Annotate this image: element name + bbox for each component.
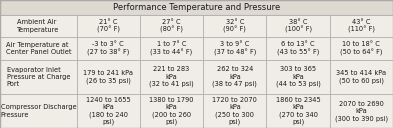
Bar xyxy=(77,15,140,37)
Bar xyxy=(0,37,77,60)
Bar xyxy=(266,94,330,128)
Bar xyxy=(203,94,266,128)
Bar xyxy=(330,37,393,60)
Text: 1240 to 1655
kPa
(180 to 240
psi): 1240 to 1655 kPa (180 to 240 psi) xyxy=(86,97,130,125)
Text: Performance Temperature and Pressure: Performance Temperature and Pressure xyxy=(113,3,280,12)
Text: 3 to 9° C
(37 to 48° F): 3 to 9° C (37 to 48° F) xyxy=(214,41,256,56)
Bar xyxy=(140,37,203,60)
Text: 221 to 283
kPa
(32 to 41 psi): 221 to 283 kPa (32 to 41 psi) xyxy=(149,66,194,87)
Bar xyxy=(0,94,77,128)
Bar xyxy=(266,60,330,94)
Bar xyxy=(203,37,266,60)
Text: 303 to 365
kPa
(44 to 53 psi): 303 to 365 kPa (44 to 53 psi) xyxy=(275,66,321,87)
Bar xyxy=(0,15,77,37)
Bar xyxy=(77,37,140,60)
Text: -3 to 3° C
(27 to 38° F): -3 to 3° C (27 to 38° F) xyxy=(87,41,129,56)
Text: 27° C
(80° F): 27° C (80° F) xyxy=(160,19,183,33)
Text: Air Temperature at
Center Panel Outlet: Air Temperature at Center Panel Outlet xyxy=(6,42,71,55)
Bar xyxy=(140,15,203,37)
Bar xyxy=(266,15,330,37)
Bar xyxy=(0,0,393,15)
Text: 1 to 7° C
(33 to 44° F): 1 to 7° C (33 to 44° F) xyxy=(151,41,193,56)
Bar xyxy=(266,37,330,60)
Text: 10 to 18° C
(50 to 64° F): 10 to 18° C (50 to 64° F) xyxy=(340,41,383,56)
Text: 1720 to 2070
kPa
(250 to 300
psi): 1720 to 2070 kPa (250 to 300 psi) xyxy=(212,97,257,125)
Bar xyxy=(330,15,393,37)
Bar xyxy=(140,94,203,128)
Text: 43° C
(110° F): 43° C (110° F) xyxy=(348,19,375,33)
Text: Ambient Air
Temperature: Ambient Air Temperature xyxy=(17,19,59,33)
Text: 21° C
(70° F): 21° C (70° F) xyxy=(97,19,120,33)
Text: 1860 to 2345
kPa
(270 to 340
psi): 1860 to 2345 kPa (270 to 340 psi) xyxy=(276,97,320,125)
Text: Compressor Discharge
Pressure: Compressor Discharge Pressure xyxy=(0,104,76,118)
Bar xyxy=(77,94,140,128)
Text: 2070 to 2690
kPa
(300 to 390 psi): 2070 to 2690 kPa (300 to 390 psi) xyxy=(335,100,388,122)
Text: 179 to 241 kPa
(26 to 35 psi): 179 to 241 kPa (26 to 35 psi) xyxy=(83,70,133,84)
Bar xyxy=(203,15,266,37)
Text: 1380 to 1790
kPa
(200 to 260
psi): 1380 to 1790 kPa (200 to 260 psi) xyxy=(149,97,194,125)
Bar xyxy=(330,94,393,128)
Bar xyxy=(330,60,393,94)
Text: 262 to 324
kPa
(38 to 47 psi): 262 to 324 kPa (38 to 47 psi) xyxy=(212,66,257,87)
Text: 38° C
(100° F): 38° C (100° F) xyxy=(285,19,312,33)
Bar xyxy=(77,60,140,94)
Text: 6 to 13° C
(43 to 55° F): 6 to 13° C (43 to 55° F) xyxy=(277,41,319,56)
Bar xyxy=(0,60,77,94)
Text: 32° C
(90° F): 32° C (90° F) xyxy=(223,19,246,33)
Bar xyxy=(203,60,266,94)
Bar xyxy=(140,60,203,94)
Text: 345 to 414 kPa
(50 to 60 psi): 345 to 414 kPa (50 to 60 psi) xyxy=(336,70,386,84)
Text: Evaporator Inlet
Pressure at Charge
Port: Evaporator Inlet Pressure at Charge Port xyxy=(7,67,70,87)
